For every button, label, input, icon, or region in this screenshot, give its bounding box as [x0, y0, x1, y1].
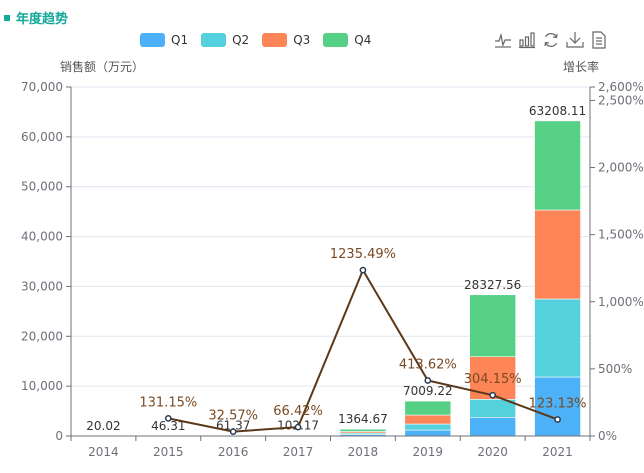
left-axis-tick-label: 40,000: [21, 230, 63, 244]
chart-title-text: 年度趋势: [16, 12, 69, 27]
legend-item-q4[interactable]: Q4: [323, 33, 371, 47]
right-axis-tick-label: 2,500%: [598, 93, 644, 107]
growth-label-2021: 123.13%: [529, 396, 587, 411]
left-axis-tick-label: 70,000: [21, 80, 63, 94]
total-label-2019: 7009.22: [403, 384, 453, 398]
growth-point-2019: [424, 377, 432, 384]
left-axis-tick-label: 50,000: [21, 180, 63, 194]
right-axis-name: 增长率: [563, 60, 600, 74]
bar-q2-2021: [534, 298, 581, 378]
toolbox: [494, 31, 608, 49]
bar-q4-2018: [339, 428, 387, 432]
bar-q4-2019: [404, 400, 452, 416]
right-axis-tick-label: 2,000%: [598, 161, 644, 175]
total-label-2018: 1364.67: [338, 412, 388, 426]
x-axis-tick-label: 2017: [283, 445, 314, 459]
growth-line-series: 131.15% 32.57% 66.42% 1235.49% 413.62% 304.15…: [139, 247, 587, 435]
growth-point-2015: [164, 415, 172, 422]
bar-q3-2021: [534, 209, 581, 300]
total-label-2020: 28327.56: [464, 278, 521, 292]
growth-point-2016: [229, 428, 237, 435]
bar-q1-2019: [404, 429, 452, 437]
right-axis-tick-label: 1,000%: [598, 295, 644, 309]
growth-point-2020: [489, 391, 497, 399]
growth-label-2015: 131.15%: [139, 395, 197, 410]
legend-item-q1[interactable]: Q1: [140, 33, 188, 47]
bar-q4-2020: [469, 294, 516, 358]
growth-label-2018: 1235.49%: [330, 247, 396, 262]
left-axis-tick-label: 20,000: [21, 329, 63, 343]
legend: Q1 Q2 Q3 Q4: [140, 33, 384, 47]
download-icon[interactable]: [566, 31, 584, 49]
bar-q2-2019: [404, 423, 452, 431]
data-view-icon[interactable]: [590, 31, 608, 49]
growth-label-2019: 413.62%: [399, 357, 457, 372]
legend-label-q3: Q3: [293, 33, 311, 47]
growth-point-2017: [294, 423, 302, 431]
right-axis-tick-label: 2,600%: [598, 80, 644, 94]
right-axis-tick-label: 0%: [598, 429, 617, 443]
restore-icon[interactable]: [542, 31, 560, 49]
right-axis-tick-label: 1,500%: [598, 228, 644, 242]
bar-q3-2019: [404, 414, 452, 425]
left-axis-tick-label: 30,000: [21, 279, 63, 293]
total-label-2015: 46.31: [151, 419, 185, 433]
left-axis-name: 销售额（万元）: [60, 60, 145, 74]
legend-label-q4: Q4: [354, 33, 372, 47]
legend-swatch-q4: [323, 33, 349, 47]
bar-q1-2021: [534, 376, 581, 437]
x-axis-tick-label: 2019: [413, 445, 444, 459]
total-label-2021: 63208.11: [529, 104, 586, 118]
growth-point-2018: [359, 266, 367, 274]
total-label-2014: 20.02: [86, 419, 120, 433]
left-axis-tick-label: 10,000: [21, 379, 63, 393]
bar-chart-icon[interactable]: [518, 31, 536, 49]
legend-swatch-q3: [262, 33, 288, 47]
growth-label-2016: 32.57%: [208, 409, 258, 424]
growth-label-2017: 66.42%: [273, 404, 323, 419]
right-axis-tick-label: 500%: [598, 362, 632, 376]
bar-q4-2021: [534, 120, 581, 211]
legend-swatch-q2: [201, 33, 227, 47]
x-axis-tick-label: 2018: [348, 445, 379, 459]
left-axis-tick-label: 60,000: [21, 130, 63, 144]
bar-q1-2020: [469, 417, 516, 437]
legend-swatch-q1: [140, 33, 165, 47]
axes: 0 10,000 20,000 30,000 40,000 50,000 60,000 70,…: [21, 80, 644, 459]
chart-title: 年度趋势: [4, 8, 68, 27]
x-axis-tick-label: 2014: [88, 445, 119, 459]
title-marker: [4, 14, 10, 21]
x-axis-tick-label: 2016: [218, 445, 249, 459]
legend-label-q2: Q2: [232, 33, 250, 47]
legend-label-q1: Q1: [171, 33, 189, 47]
growth-point-2021: [554, 416, 561, 423]
growth-label-2020: 304.15%: [464, 372, 522, 387]
x-axis-tick-label: 2021: [542, 445, 573, 459]
legend-item-q3[interactable]: Q3: [262, 33, 310, 47]
left-axis-tick-label: 0: [55, 429, 63, 443]
x-axis-tick-label: 2015: [153, 445, 184, 459]
legend-item-q2[interactable]: Q2: [201, 33, 249, 47]
line-chart-icon[interactable]: [494, 31, 512, 49]
x-axis-tick-label: 2020: [477, 445, 508, 459]
